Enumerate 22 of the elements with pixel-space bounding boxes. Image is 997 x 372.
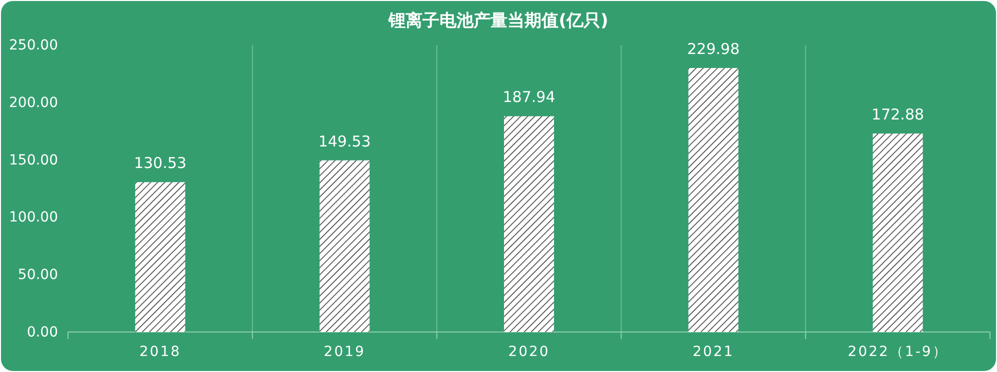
- bar: [504, 116, 554, 332]
- data-label: 229.98: [687, 40, 740, 58]
- y-tick-label: 100.00: [9, 210, 58, 226]
- x-tick-label: 2018: [139, 344, 182, 360]
- bar: [688, 68, 738, 332]
- y-tick-label: 50.00: [18, 267, 58, 284]
- y-tick-label: 250.00: [9, 37, 58, 54]
- data-label: 187.94: [502, 88, 556, 106]
- bar: [135, 182, 186, 332]
- y-tick-label: 200.00: [9, 94, 58, 111]
- x-tick-label: 2021: [692, 344, 734, 360]
- y-tick-label: 150.00: [9, 152, 58, 168]
- x-tick-label: 2022（1-9）: [848, 344, 948, 360]
- y-tick-label: 0.00: [26, 324, 58, 340]
- data-label: 172.88: [872, 106, 924, 124]
- data-label: 149.53: [318, 132, 371, 150]
- chart-title: 锂离子电池产量当期值(亿只): [388, 11, 608, 31]
- bar: [320, 160, 370, 332]
- data-label: 130.53: [134, 154, 186, 172]
- bar: [872, 134, 923, 332]
- x-tick-label: 2019: [324, 344, 366, 360]
- x-tick-label: 2020: [508, 344, 550, 360]
